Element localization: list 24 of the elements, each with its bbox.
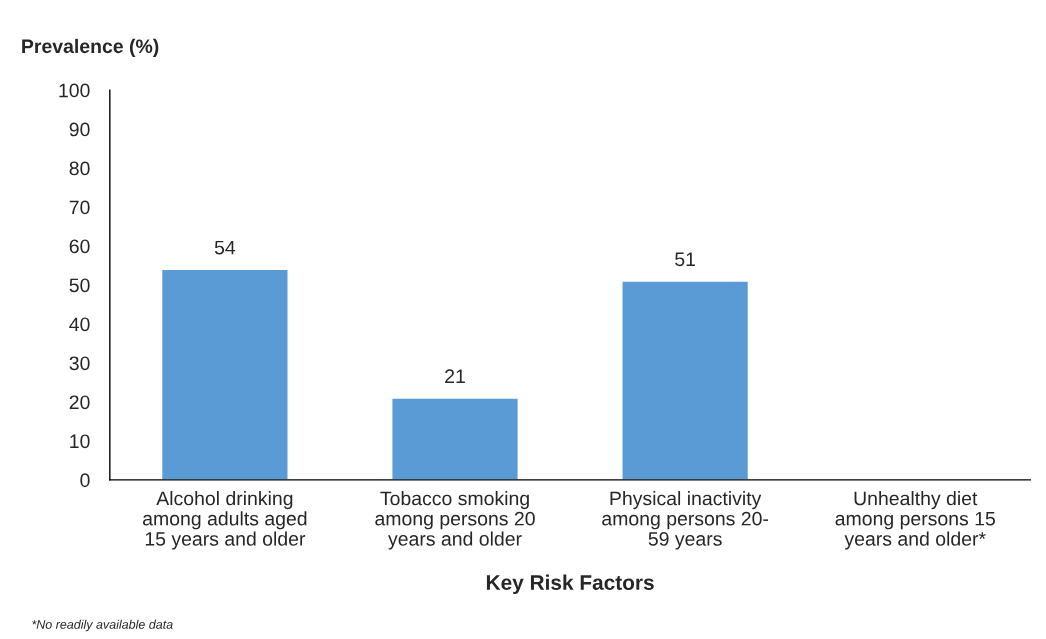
text: *No readily available data (32, 619, 173, 632)
x-tick-label: Tobacco smoking among persons 20 years and older (375, 491, 535, 550)
data-label: 21 (445, 369, 465, 383)
y-tick-label: 20 (69, 395, 90, 410)
y-tick-label: 10 (70, 434, 90, 449)
y-tick-label: 80 (69, 161, 90, 176)
y-tick-label: 40 (69, 317, 90, 332)
y-tick-label: 0 (80, 473, 90, 488)
y-tick-label: 90 (69, 122, 90, 137)
x-tick-label: Physical inactivity among persons 20- 59 years (602, 491, 769, 550)
bar (391, 397, 519, 480)
y-tick-label: 50 (69, 278, 90, 293)
x-tick-label: Alcohol drinking among adults aged 15 years and older (143, 491, 307, 550)
y-tick-label: 60 (69, 239, 90, 254)
bar (160, 268, 289, 480)
data-label: 54 (214, 240, 236, 255)
x-axis-title: Key Risk Factors (486, 574, 654, 595)
y-axis-title: Prevalence (%) (22, 38, 159, 57)
y-tick-label: 30 (69, 356, 90, 371)
y-tick-label: 100 (59, 83, 90, 98)
bar (621, 280, 750, 480)
x-tick-label: Unhealthy diet among persons 15 years and older* (835, 491, 995, 550)
y-tick-label: 70 (69, 200, 90, 215)
data-label: 51 (675, 252, 695, 267)
